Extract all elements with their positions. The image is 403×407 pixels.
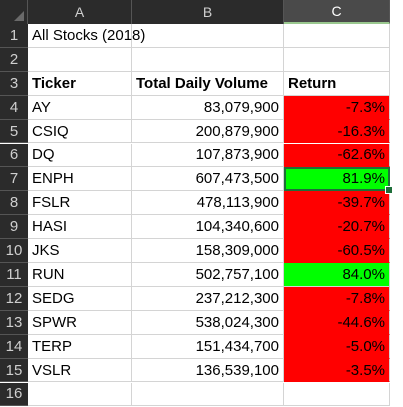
row-header-9[interactable]: 9 [0, 215, 28, 240]
cell-a1-title[interactable]: All Stocks (2018) [28, 24, 145, 48]
row-header-14[interactable]: 14 [0, 334, 28, 359]
row-header-4[interactable]: 4 [0, 95, 28, 120]
cell-c1[interactable] [284, 24, 390, 48]
column-header-b[interactable]: B [132, 0, 284, 24]
row-header-15[interactable]: 15 [0, 358, 28, 383]
row-header-2[interactable]: 2 [0, 47, 28, 72]
cell-ticker[interactable]: FSLR [28, 191, 132, 216]
cell-volume[interactable]: 136,539,100 [132, 358, 284, 383]
cell-volume[interactable]: 607,473,500 [132, 167, 284, 192]
cell-ticker[interactable]: AY [28, 95, 132, 120]
cell-ticker[interactable]: SEDG [28, 286, 132, 311]
cell-return[interactable]: -44.6% [284, 310, 390, 335]
cell-return[interactable]: -7.8% [284, 286, 390, 311]
row-header-3[interactable]: 3 [0, 71, 28, 96]
select-all-triangle-icon [14, 11, 24, 21]
row-header-10[interactable]: 10 [0, 239, 28, 263]
cell-ticker[interactable]: DQ [28, 143, 132, 168]
cell-ticker[interactable]: CSIQ [28, 119, 132, 144]
cell-volume[interactable]: 104,340,600 [132, 215, 284, 240]
cell-volume[interactable]: 237,212,300 [132, 286, 284, 311]
row-header-7[interactable]: 7 [0, 167, 28, 192]
cell-volume[interactable]: 151,434,700 [132, 334, 284, 359]
row-header-12[interactable]: 12 [0, 286, 28, 311]
row-header-13[interactable]: 13 [0, 310, 28, 335]
cell-return[interactable]: -20.7% [284, 215, 390, 240]
cell-ticker[interactable]: HASI [28, 215, 132, 240]
row-header-16[interactable]: 16 [0, 382, 28, 407]
row-header-1[interactable]: 1 [0, 24, 28, 48]
cell-ticker[interactable]: ENPH [28, 167, 132, 192]
select-all-corner[interactable] [0, 0, 28, 24]
column-header-c[interactable]: C [284, 0, 390, 24]
header-return[interactable]: Return [284, 71, 390, 96]
row-header-8[interactable]: 8 [0, 191, 28, 216]
cell-volume[interactable]: 200,879,900 [132, 119, 284, 144]
column-header-a[interactable]: A [28, 0, 132, 24]
cell-ticker[interactable]: TERP [28, 334, 132, 359]
cell-volume[interactable]: 478,113,900 [132, 191, 284, 216]
cell-return[interactable]: -3.5% [284, 358, 390, 383]
cell-return[interactable]: -60.5% [284, 239, 390, 263]
cell-ticker[interactable]: RUN [28, 263, 132, 287]
cell-volume[interactable]: 107,873,900 [132, 143, 284, 168]
cell-ticker[interactable]: VSLR [28, 358, 132, 383]
cell-a16[interactable] [28, 382, 132, 407]
cell-ticker[interactable]: SPWR [28, 310, 132, 335]
fill-handle[interactable] [385, 186, 393, 195]
cell-c2[interactable] [284, 47, 390, 72]
cell-volume[interactable]: 158,309,000 [132, 239, 284, 263]
cell-volume[interactable]: 502,757,100 [132, 263, 284, 287]
cell-return[interactable]: -39.7% [284, 191, 390, 216]
row-header-5[interactable]: 5 [0, 119, 28, 144]
cell-c16[interactable] [284, 382, 390, 407]
cell-volume[interactable]: 538,024,300 [132, 310, 284, 335]
cell-return[interactable]: -62.6% [284, 143, 390, 168]
header-ticker[interactable]: Ticker [28, 71, 132, 96]
row-header-6[interactable]: 6 [0, 143, 28, 168]
cell-ticker[interactable]: JKS [28, 239, 132, 263]
cell-return[interactable]: -16.3% [284, 119, 390, 144]
cell-a2[interactable] [28, 47, 132, 72]
cell-return[interactable]: 81.9% [284, 167, 390, 192]
header-total-daily-volume[interactable]: Total Daily Volume [132, 71, 284, 96]
cell-b16[interactable] [132, 382, 284, 407]
cell-return[interactable]: -7.3% [284, 95, 390, 120]
cell-return[interactable]: -5.0% [284, 334, 390, 359]
row-header-11[interactable]: 11 [0, 263, 28, 287]
cell-b2[interactable] [132, 47, 284, 72]
cell-volume[interactable]: 83,079,900 [132, 95, 284, 120]
cell-return[interactable]: 84.0% [284, 263, 390, 287]
cell-b1[interactable] [132, 24, 284, 48]
